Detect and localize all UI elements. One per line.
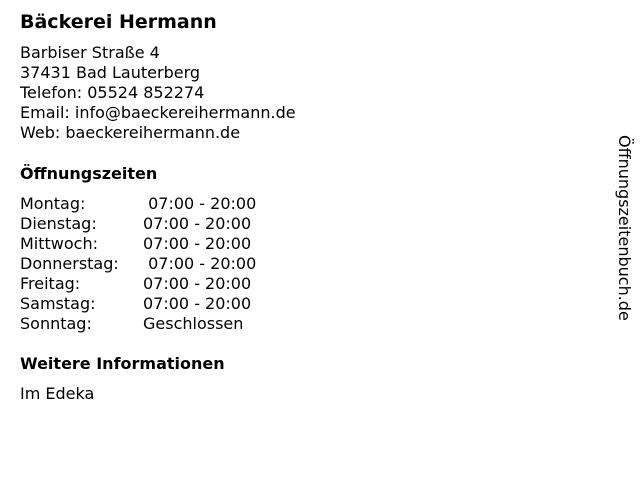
- watermark: Öffnungszeitenbuch.de: [615, 135, 634, 321]
- info-text: Im Edeka: [20, 384, 95, 403]
- hours-row: Freitag: 07:00 - 20:00: [20, 274, 256, 294]
- business-name: Bäckerei Hermann: [20, 11, 217, 33]
- day: Sonntag:: [20, 314, 92, 333]
- hours-heading: Öffnungszeiten: [20, 164, 158, 183]
- day: Montag:: [20, 194, 86, 213]
- day: Mittwoch:: [20, 234, 98, 253]
- time: 07:00 - 20:00: [143, 194, 257, 213]
- website: Web: baeckereihermann.de: [20, 123, 241, 142]
- day: Freitag:: [20, 274, 81, 293]
- day: Donnerstag:: [20, 254, 119, 273]
- day: Samstag:: [20, 294, 96, 313]
- time: 07:00 - 20:00: [143, 254, 257, 273]
- time: Geschlossen: [143, 314, 244, 333]
- time: 07:00 - 20:00: [143, 294, 252, 313]
- time: 07:00 - 20:00: [143, 214, 252, 233]
- day: Dienstag:: [20, 214, 97, 233]
- time: 07:00 - 20:00: [143, 234, 252, 253]
- hours-row: Sonntag: Geschlossen: [20, 314, 256, 334]
- street: Barbiser Straße 4: [20, 43, 160, 62]
- address-block: Barbiser Straße 4 37431 Bad Lauterberg T…: [20, 43, 296, 143]
- info-heading: Weitere Informationen: [20, 354, 225, 373]
- hours-row: Samstag: 07:00 - 20:00: [20, 294, 256, 314]
- hours-row: Mittwoch: 07:00 - 20:00: [20, 234, 256, 254]
- hours-row: Dienstag: 07:00 - 20:00: [20, 214, 256, 234]
- hours-row: Montag: 07:00 - 20:00: [20, 194, 256, 214]
- hours-row: Donnerstag: 07:00 - 20:00: [20, 254, 256, 274]
- email: Email: info@baeckereihermann.de: [20, 103, 296, 122]
- hours-table: Montag: 07:00 - 20:00 Dienstag: 07:00 - 2…: [20, 194, 256, 334]
- phone: Telefon: 05524 852274: [20, 83, 205, 102]
- time: 07:00 - 20:00: [143, 274, 252, 293]
- city: 37431 Bad Lauterberg: [20, 63, 201, 82]
